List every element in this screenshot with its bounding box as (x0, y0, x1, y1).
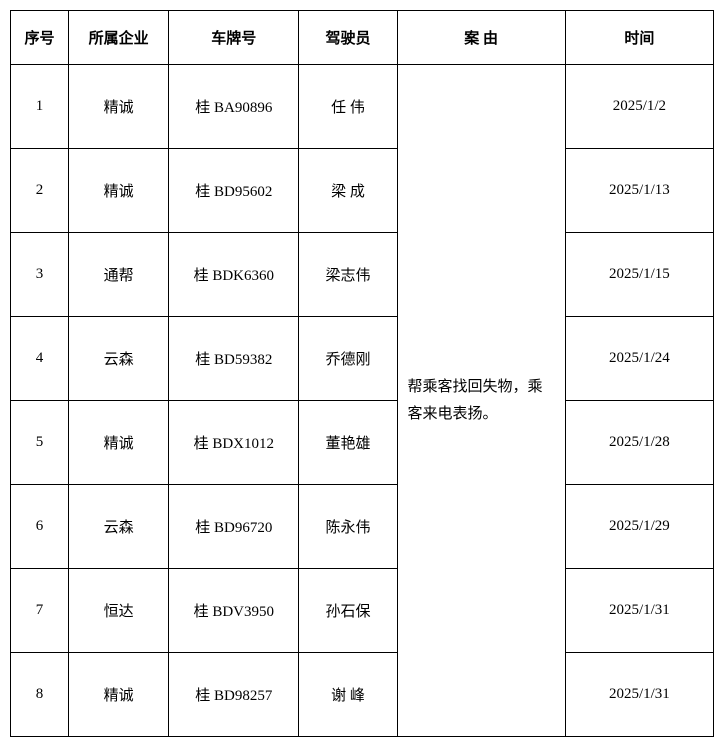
table-container: 序号 所属企业 车牌号 驾驶员 案 由 时间 1 精诚 桂 BA90896 任 … (10, 10, 714, 737)
cell-plate: 桂 BDX1012 (169, 401, 299, 485)
cell-seq: 3 (11, 233, 69, 317)
header-row: 序号 所属企业 车牌号 驾驶员 案 由 时间 (11, 11, 714, 65)
cell-plate: 桂 BA90896 (169, 65, 299, 149)
table-body: 1 精诚 桂 BA90896 任 伟 帮乘客找回失物，乘客来电表扬。 2025/… (11, 65, 714, 737)
cell-driver: 孙石保 (299, 569, 397, 653)
cell-plate: 桂 BD59382 (169, 317, 299, 401)
cell-time: 2025/1/28 (565, 401, 713, 485)
header-seq: 序号 (11, 11, 69, 65)
cell-time: 2025/1/2 (565, 65, 713, 149)
cell-plate: 桂 BD98257 (169, 653, 299, 737)
cell-seq: 1 (11, 65, 69, 149)
table-row: 4 云森 桂 BD59382 乔德刚 2025/1/24 (11, 317, 714, 401)
header-driver: 驾驶员 (299, 11, 397, 65)
cell-seq: 2 (11, 149, 69, 233)
cell-seq: 4 (11, 317, 69, 401)
cell-reason: 帮乘客找回失物，乘客来电表扬。 (397, 65, 565, 737)
cell-driver: 梁 成 (299, 149, 397, 233)
data-table: 序号 所属企业 车牌号 驾驶员 案 由 时间 1 精诚 桂 BA90896 任 … (10, 10, 714, 737)
cell-time: 2025/1/29 (565, 485, 713, 569)
table-row: 3 通帮 桂 BDK6360 梁志伟 2025/1/15 (11, 233, 714, 317)
cell-time: 2025/1/13 (565, 149, 713, 233)
cell-seq: 5 (11, 401, 69, 485)
cell-plate: 桂 BDK6360 (169, 233, 299, 317)
table-row: 7 恒达 桂 BDV3950 孙石保 2025/1/31 (11, 569, 714, 653)
table-row: 5 精诚 桂 BDX1012 董艳雄 2025/1/28 (11, 401, 714, 485)
cell-company: 精诚 (69, 65, 169, 149)
cell-seq: 6 (11, 485, 69, 569)
cell-plate: 桂 BDV3950 (169, 569, 299, 653)
header-company: 所属企业 (69, 11, 169, 65)
header-time: 时间 (565, 11, 713, 65)
cell-driver: 梁志伟 (299, 233, 397, 317)
cell-time: 2025/1/24 (565, 317, 713, 401)
cell-company: 云森 (69, 485, 169, 569)
cell-time: 2025/1/31 (565, 569, 713, 653)
cell-driver: 任 伟 (299, 65, 397, 149)
header-plate: 车牌号 (169, 11, 299, 65)
table-row: 2 精诚 桂 BD95602 梁 成 2025/1/13 (11, 149, 714, 233)
table-row: 1 精诚 桂 BA90896 任 伟 帮乘客找回失物，乘客来电表扬。 2025/… (11, 65, 714, 149)
cell-seq: 7 (11, 569, 69, 653)
cell-company: 云森 (69, 317, 169, 401)
table-header: 序号 所属企业 车牌号 驾驶员 案 由 时间 (11, 11, 714, 65)
table-row: 6 云森 桂 BD96720 陈永伟 2025/1/29 (11, 485, 714, 569)
cell-plate: 桂 BD96720 (169, 485, 299, 569)
cell-seq: 8 (11, 653, 69, 737)
cell-company: 精诚 (69, 401, 169, 485)
cell-company: 恒达 (69, 569, 169, 653)
cell-company: 精诚 (69, 149, 169, 233)
cell-company: 通帮 (69, 233, 169, 317)
cell-driver: 董艳雄 (299, 401, 397, 485)
cell-driver: 陈永伟 (299, 485, 397, 569)
cell-company: 精诚 (69, 653, 169, 737)
cell-time: 2025/1/15 (565, 233, 713, 317)
cell-time: 2025/1/31 (565, 653, 713, 737)
table-row: 8 精诚 桂 BD98257 谢 峰 2025/1/31 (11, 653, 714, 737)
cell-driver: 谢 峰 (299, 653, 397, 737)
header-reason: 案 由 (397, 11, 565, 65)
cell-plate: 桂 BD95602 (169, 149, 299, 233)
cell-driver: 乔德刚 (299, 317, 397, 401)
